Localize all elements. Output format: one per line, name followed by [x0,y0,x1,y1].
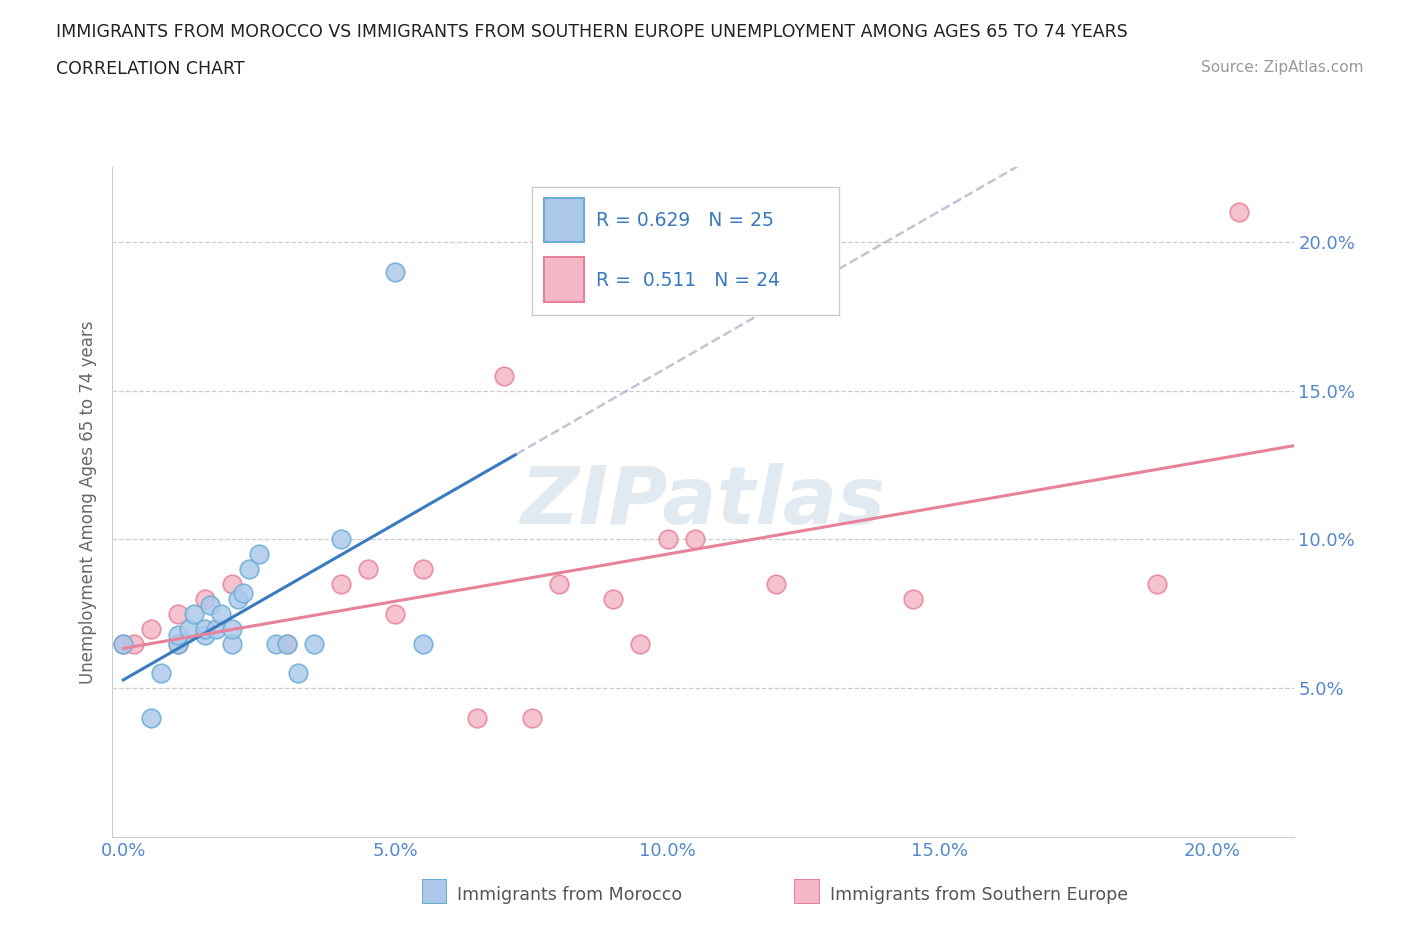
Point [264,636,287,651]
Point [166,606,188,621]
Point [465,711,488,725]
Point [112,636,135,651]
Point [384,606,406,621]
Point [494,368,516,383]
Text: Immigrants from Southern Europe: Immigrants from Southern Europe [830,885,1128,904]
Text: CORRELATION CHART: CORRELATION CHART [56,60,245,78]
Point [330,532,353,547]
Point [412,636,434,651]
Point [112,636,135,651]
Point [276,636,298,651]
Point [226,591,249,606]
Point [150,666,173,681]
Point [221,577,243,591]
Point [221,621,243,636]
Point [194,591,217,606]
Point [602,591,624,606]
Point [384,264,406,279]
Point [1146,577,1168,591]
Point [412,562,434,577]
Point [205,621,228,636]
Point [1227,205,1250,219]
Point [232,586,254,601]
Text: Source: ZipAtlas.com: Source: ZipAtlas.com [1201,60,1364,75]
Point [122,636,145,651]
Point [177,621,200,636]
Point [194,621,217,636]
Point [547,577,569,591]
Point [139,711,162,725]
Y-axis label: Unemployment Among Ages 65 to 74 years: Unemployment Among Ages 65 to 74 years [79,321,97,684]
Point [194,627,217,642]
Point [357,562,380,577]
Point [628,636,651,651]
Point [657,532,679,547]
Point [901,591,924,606]
Point [683,532,706,547]
Point [183,606,205,621]
Point [221,636,243,651]
Point [276,636,298,651]
Text: IMMIGRANTS FROM MOROCCO VS IMMIGRANTS FROM SOUTHERN EUROPE UNEMPLOYMENT AMONG AG: IMMIGRANTS FROM MOROCCO VS IMMIGRANTS FR… [56,23,1128,41]
Point [238,562,260,577]
Point [139,621,162,636]
Point [166,627,188,642]
Point [765,577,787,591]
Point [200,597,222,612]
Point [166,636,188,651]
Point [209,606,232,621]
Point [249,547,271,562]
Point [330,577,353,591]
Point [302,636,325,651]
Text: Immigrants from Morocco: Immigrants from Morocco [457,885,682,904]
Point [287,666,309,681]
Text: ZIPatlas: ZIPatlas [520,463,886,541]
Point [166,636,188,651]
Point [520,711,543,725]
